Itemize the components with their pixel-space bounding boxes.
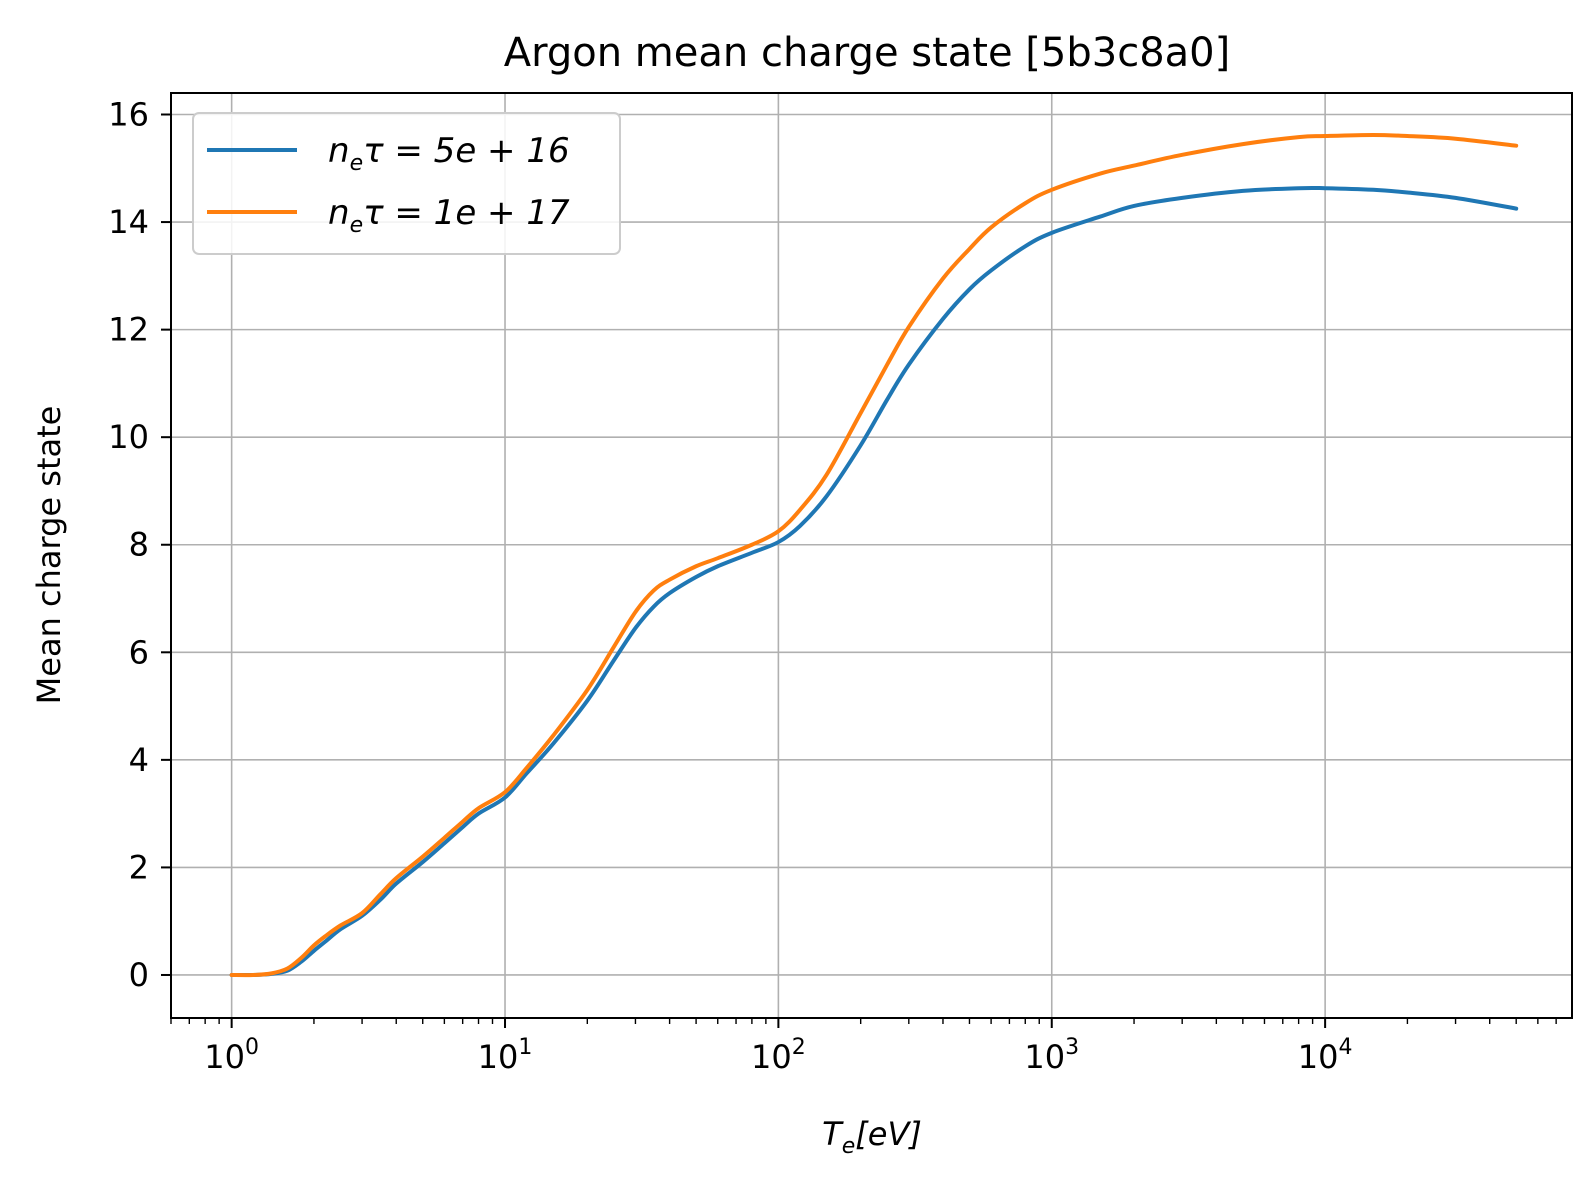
x-tick-label: 104 <box>1298 1035 1353 1076</box>
y-tick-label: 4 <box>129 741 149 779</box>
ticks-layer: 100 101 102 103 104 0 2 4 6 8 10 12 14 16 <box>108 96 1557 1076</box>
y-tick-label: 8 <box>129 526 149 564</box>
y-tick-label: 2 <box>129 848 149 886</box>
x-axis-label-main: T <box>822 1115 844 1153</box>
x-tick-label: 100 <box>204 1035 259 1076</box>
legend-2-rest: τ = 1e + 17 <box>363 193 570 233</box>
x-axis-label-rest: [eV] <box>855 1115 922 1153</box>
legend-1-main: n <box>328 131 350 171</box>
series-line-1 <box>229 185 1519 978</box>
x-tick-label: 102 <box>751 1035 806 1076</box>
legend: neτ = 5e + 16 neτ = 1e + 17 <box>192 112 621 255</box>
legend-1-rest: τ = 5e + 16 <box>363 131 570 171</box>
legend-2-main: n <box>328 193 350 233</box>
legend-label-series-2: neτ = 1e + 17 <box>328 193 570 238</box>
x-axis-label-sub: e <box>842 1134 856 1159</box>
x-tick-label: 101 <box>478 1035 533 1076</box>
y-tick-label: 16 <box>108 96 149 134</box>
plot-frame <box>170 92 1573 1019</box>
series-line-2 <box>229 132 1519 978</box>
y-tick-label: 10 <box>108 418 149 456</box>
chart-title: Argon mean charge state [5b3c8a0] <box>504 30 1230 76</box>
series-layer <box>229 132 1519 978</box>
y-tick-label: 14 <box>108 203 149 241</box>
legend-2-sub: e <box>350 213 364 238</box>
y-axis-label: Mean charge state <box>30 406 68 705</box>
y-tick-label: 6 <box>129 633 149 671</box>
grid-layer <box>171 93 1572 1018</box>
x-axis-label: Te[eV] <box>822 1115 922 1159</box>
legend-label-series-1: neτ = 5e + 16 <box>328 131 570 176</box>
x-tick-label: 103 <box>1024 1035 1079 1076</box>
legend-1-sub: e <box>350 151 364 176</box>
y-tick-label: 0 <box>129 956 149 994</box>
y-tick-label: 12 <box>108 311 149 349</box>
legend-box <box>192 112 621 255</box>
